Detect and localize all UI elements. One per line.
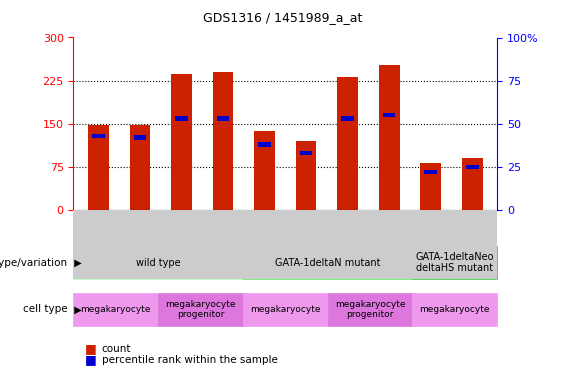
Text: megakaryocyte
progenitor: megakaryocyte progenitor (166, 300, 236, 319)
Bar (217, 116, 229, 121)
Bar (466, 165, 479, 169)
Text: megakaryocyte: megakaryocyte (420, 305, 490, 314)
Bar (295, 141, 316, 210)
Text: ▶: ▶ (68, 258, 81, 267)
Text: percentile rank within the sample: percentile rank within the sample (102, 355, 277, 365)
Text: GATA-1deltaNeo
deltaHS mutant: GATA-1deltaNeo deltaHS mutant (416, 252, 494, 273)
Bar (88, 125, 108, 210)
Text: genotype/variation: genotype/variation (0, 258, 68, 267)
Text: ▶: ▶ (68, 304, 81, 314)
Bar (462, 158, 483, 210)
Bar (337, 76, 358, 210)
Text: cell type: cell type (23, 304, 68, 314)
Text: megakaryocyte: megakaryocyte (81, 305, 151, 314)
Text: ■: ■ (85, 342, 97, 355)
Bar (171, 74, 192, 210)
Text: GATA-1deltaN mutant: GATA-1deltaN mutant (275, 258, 380, 267)
Text: GDS1316 / 1451989_a_at: GDS1316 / 1451989_a_at (203, 11, 362, 24)
Bar (129, 126, 150, 210)
Bar (92, 134, 105, 138)
Bar (134, 135, 146, 140)
Bar (379, 65, 399, 210)
Bar (341, 116, 354, 121)
Bar (300, 151, 312, 155)
Bar (258, 142, 271, 147)
Bar (420, 163, 441, 210)
Text: megakaryocyte
progenitor: megakaryocyte progenitor (335, 300, 405, 319)
Bar (383, 113, 396, 117)
Bar (175, 116, 188, 121)
Bar (212, 72, 233, 210)
Text: wild type: wild type (136, 258, 180, 267)
Bar (424, 170, 437, 174)
Text: count: count (102, 344, 131, 354)
Text: megakaryocyte: megakaryocyte (250, 305, 320, 314)
Text: ■: ■ (85, 354, 97, 366)
Bar (254, 130, 275, 210)
